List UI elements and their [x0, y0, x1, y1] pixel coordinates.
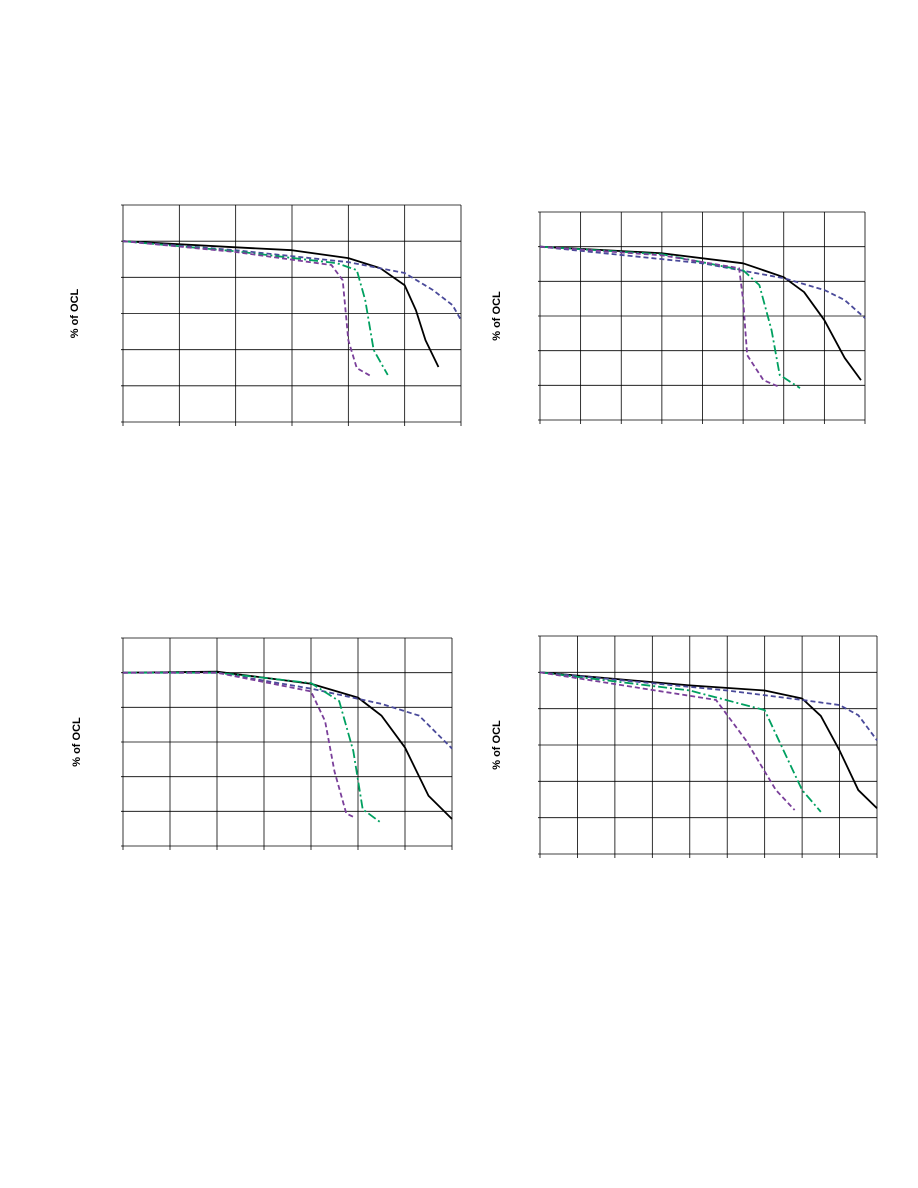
series-line: [539, 245, 801, 389]
series-line: [539, 671, 878, 809]
series-line: [122, 240, 462, 321]
y-axis-label: % of OCL: [491, 720, 503, 770]
series-line: [539, 671, 796, 811]
chart: % of OCL: [71, 637, 453, 850]
series-line: [539, 245, 862, 381]
series-line: [123, 671, 354, 818]
series-line: [122, 240, 372, 377]
series-line: [539, 245, 781, 388]
y-axis-label: % of OCL: [69, 288, 81, 338]
y-axis-label: % of OCL: [71, 717, 83, 767]
series-line: [123, 671, 383, 824]
y-axis-label: % of OCL: [491, 291, 503, 341]
chart: % of OCL: [491, 635, 878, 858]
chart: % of OCL: [491, 211, 866, 424]
series-line: [539, 671, 878, 741]
chart: % of OCL: [69, 204, 462, 426]
series-line: [122, 240, 440, 368]
series-line: [122, 670, 453, 820]
series-line: [539, 671, 822, 813]
series-line: [539, 245, 866, 319]
series-line: [123, 671, 453, 750]
